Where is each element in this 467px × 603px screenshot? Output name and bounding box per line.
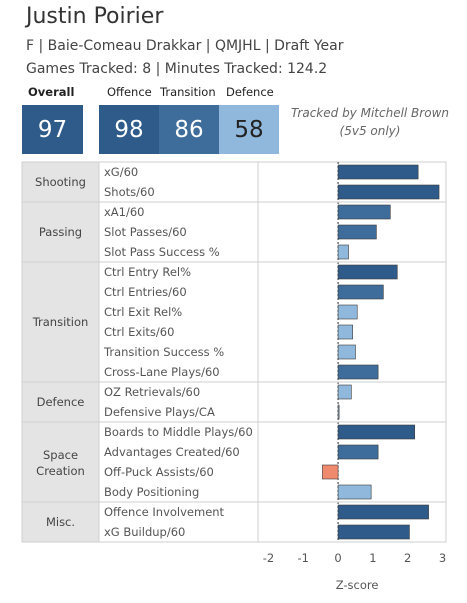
bar: [337, 504, 429, 520]
bar: [337, 524, 410, 540]
bar: [337, 384, 352, 400]
offence-score: 98: [99, 105, 159, 154]
metric-label: xG/60: [104, 165, 138, 179]
defence-score: 58: [219, 105, 279, 154]
player-name: Justin Poirier: [26, 4, 164, 29]
bar: [337, 344, 356, 360]
player-subtitle: F | Baie-Comeau Drakkar | QMJHL | Draft …: [26, 38, 344, 54]
bar: [337, 244, 349, 260]
metric-label: Boards to Middle Plays/60: [104, 425, 253, 439]
transition-label: Transition: [160, 85, 216, 99]
bar: [337, 204, 391, 220]
metric-label: Slot Passes/60: [104, 225, 187, 239]
metric-label: Off-Puck Assists/60: [104, 465, 214, 479]
tracked-summary: Games Tracked: 8 | Minutes Tracked: 124.…: [26, 61, 328, 77]
bar: [337, 184, 440, 200]
metric-label: Slot Pass Success %: [104, 245, 220, 259]
metric-label: Cross-Lane Plays/60: [104, 365, 220, 379]
metric-label: Advantages Created/60: [104, 445, 240, 459]
metric-label: Ctrl Exit Rel%: [104, 305, 182, 319]
tracking-note-scope: (5v5 only): [339, 124, 401, 138]
metric-label: xA1/60: [104, 205, 145, 219]
metric-label: Ctrl Exits/60: [104, 325, 174, 339]
category-band-space-creation: [22, 422, 99, 502]
bar: [337, 304, 358, 320]
defence-label: Defence: [226, 85, 274, 99]
x-tick-label: -1: [298, 551, 309, 565]
metric-label: Shots/60: [104, 185, 155, 199]
bar: [337, 324, 353, 340]
category-band-shooting: [22, 162, 99, 202]
category-label: Space: [43, 448, 78, 462]
x-tick-label: 1: [369, 551, 376, 565]
bar: [337, 164, 419, 180]
bar: [337, 444, 379, 460]
category-label: Defence: [37, 395, 85, 409]
metric-label: Ctrl Entries/60: [104, 285, 187, 299]
category-label: Shooting: [35, 175, 86, 189]
metric-label: OZ Retrievals/60: [104, 385, 200, 399]
bar: [337, 224, 377, 240]
category-band-defence: [22, 382, 99, 422]
metric-label: Offence Involvement: [104, 505, 225, 519]
metric-label: Defensive Plays/CA: [104, 405, 215, 419]
overall-label: Overall: [28, 85, 75, 99]
bar: [337, 424, 415, 440]
x-tick-label: -2: [263, 551, 274, 565]
category-band-misc-: [22, 502, 99, 542]
bar: [337, 484, 372, 500]
tracking-note-author: Tracked by Mitchell Brown: [291, 106, 449, 120]
bar: [322, 464, 339, 480]
metric-label: xG Buildup/60: [104, 525, 185, 539]
x-tick-label: 0: [334, 551, 341, 565]
metric-label: Body Positioning: [104, 485, 199, 499]
bar: [337, 284, 384, 300]
category-band-passing: [22, 202, 99, 262]
chart-frame: [21, 161, 447, 543]
category-label: Transition: [32, 315, 89, 329]
metric-label: Transition Success %: [103, 345, 224, 359]
category-label: Misc.: [46, 515, 75, 529]
bar: [337, 364, 379, 380]
tracking-note: Tracked by Mitchell Brown (5v5 only): [290, 104, 450, 140]
metric-label: Ctrl Entry Rel%: [104, 265, 191, 279]
x-axis-label: Z-score: [336, 578, 379, 592]
transition-score: 86: [159, 105, 219, 154]
bar: [337, 264, 398, 280]
bar: [337, 404, 340, 420]
category-band-transition: [22, 262, 99, 382]
category-label: Passing: [39, 225, 82, 239]
x-tick-label: 3: [439, 551, 446, 565]
offence-label: Offence: [107, 85, 152, 99]
category-label: Creation: [36, 464, 85, 478]
x-tick-label: 2: [404, 551, 411, 565]
overall-score: 97: [22, 105, 83, 154]
